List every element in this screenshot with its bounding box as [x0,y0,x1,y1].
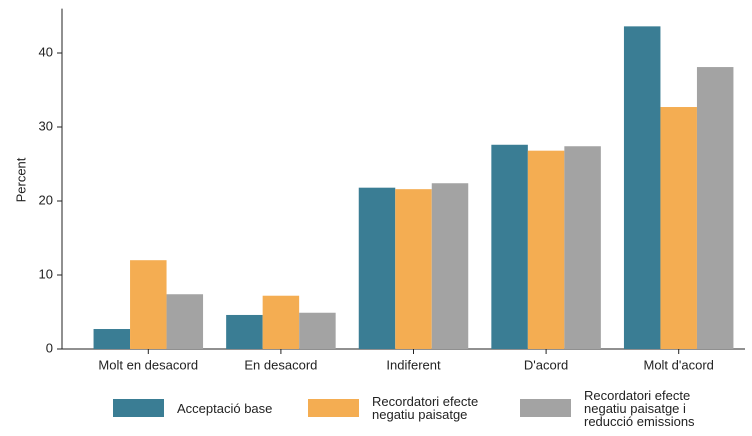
bar [491,144,528,349]
bar [130,260,167,349]
bar [166,294,204,349]
legend-swatch [113,399,164,417]
bar [431,183,469,349]
bar [226,314,263,349]
legend-label: Recordatori efecte negatiu paisatge i re… [584,387,695,429]
legend-label: Acceptació base [177,400,273,416]
bar [395,189,432,349]
legend-item: Recordatori efecte negatiu paisatge i re… [520,380,734,436]
x-tick-label: D'acord [524,357,568,372]
x-tick-label: En desacord [244,357,317,372]
bar [660,107,697,350]
x-tick-label: Indiferent [386,357,441,372]
x-tick-label: Molt d'acord [643,357,713,372]
bar [358,187,396,349]
bar [564,146,601,349]
legend-label: Recordatori efecte negatiu paisatge [372,394,479,422]
legend-item: Acceptació base [113,380,272,436]
y-tick-label: 40 [39,44,53,59]
legend-swatch [308,399,359,417]
chart: Percent 0 10 20 30 40 Molt en desacord En desa… [13,8,745,372]
bar [623,26,661,350]
y-tick-label: 30 [39,118,53,133]
bar [262,295,300,349]
legend: Acceptació base Recordatori efecte negati… [0,380,752,436]
y-tick-label: 10 [39,266,53,281]
bar [299,312,336,349]
bar [696,67,734,349]
y-tick-label: 20 [39,192,53,207]
legend-swatch [520,399,571,417]
y-tick-label: 0 [46,340,53,355]
bar [93,329,131,349]
y-axis-label: Percent [13,157,28,202]
bar [527,150,565,349]
legend-item: Recordatori efecte negatiu paisatge [308,380,507,436]
x-tick-label: Molt en desacord [98,357,198,372]
